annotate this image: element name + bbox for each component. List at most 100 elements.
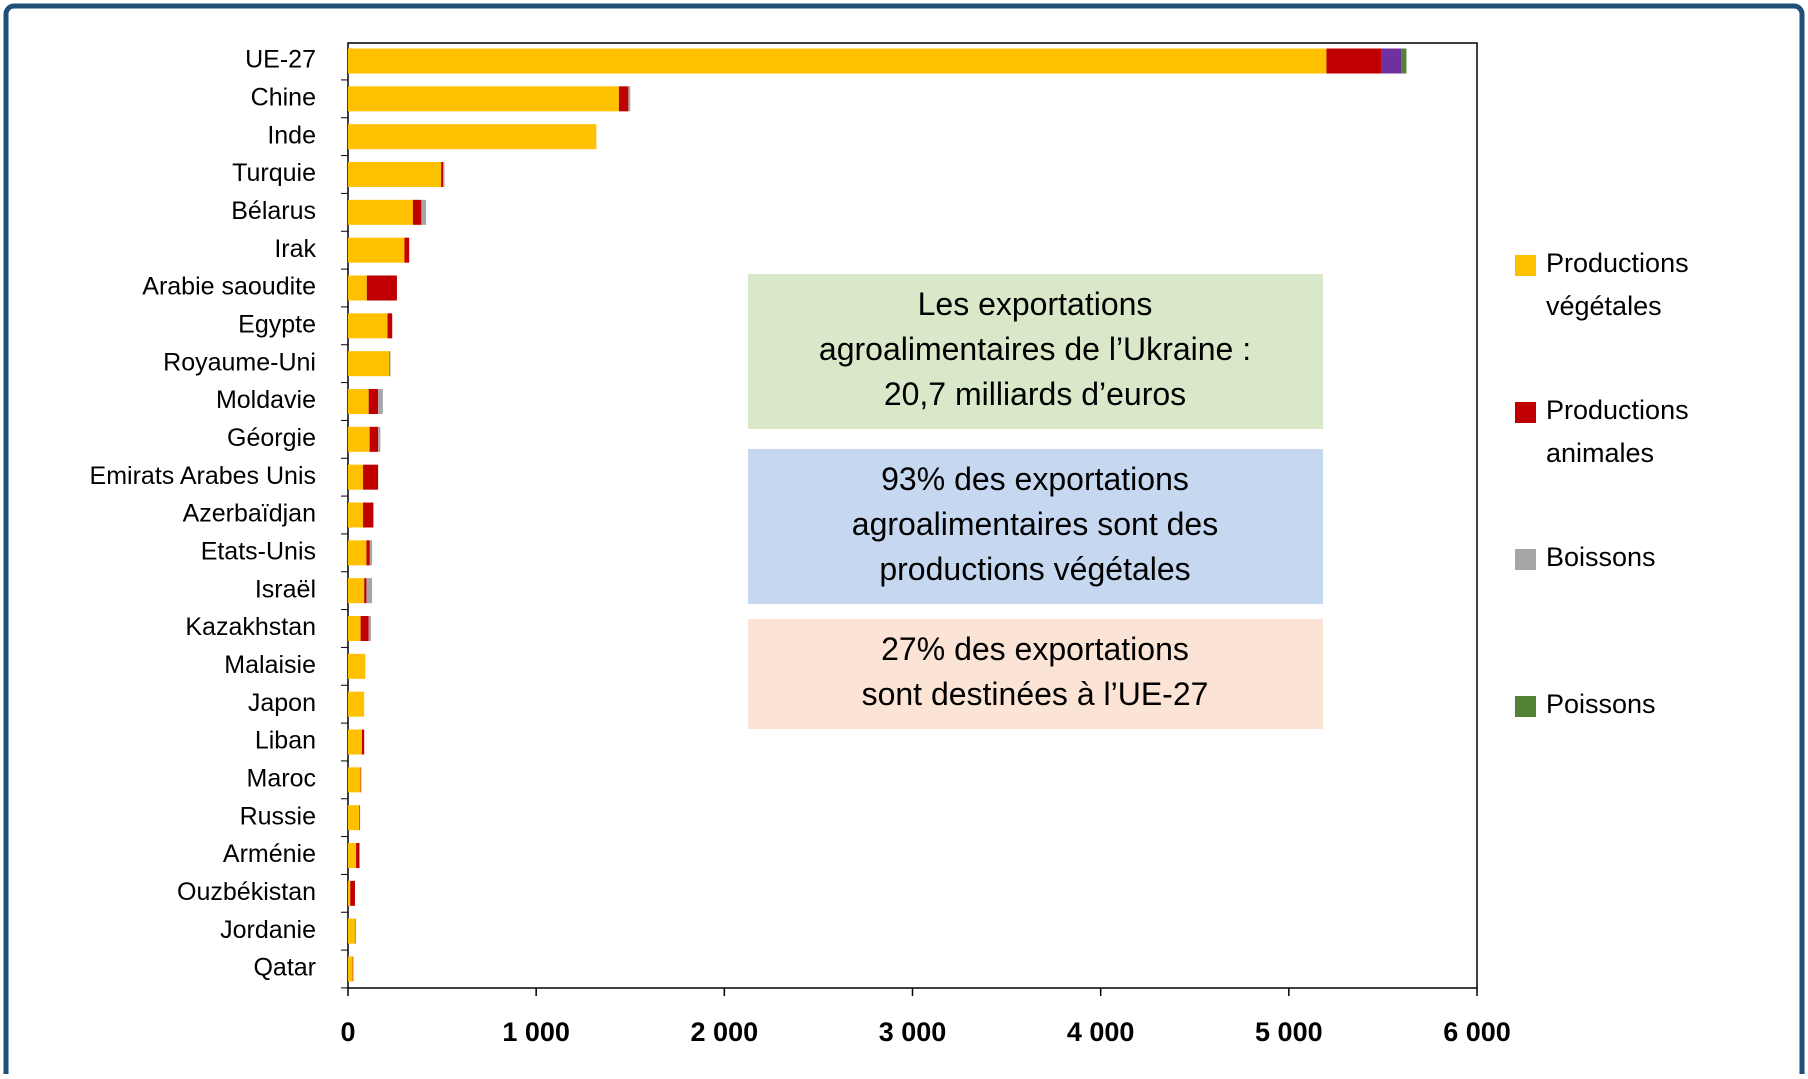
bar-segment	[356, 843, 360, 868]
annotation-text: 93% des exportations	[881, 461, 1189, 497]
bar-segment	[348, 162, 442, 187]
legend-swatch	[1515, 549, 1536, 570]
bar-segment	[360, 616, 369, 641]
bar-segment	[354, 918, 356, 944]
bar-segment	[378, 389, 383, 414]
legend-swatch	[1515, 402, 1536, 423]
bar-segment	[443, 162, 445, 187]
y-tick-label: Turquie	[232, 159, 316, 187]
y-tick-label: Maroc	[247, 764, 316, 792]
y-tick-label: Egypte	[238, 310, 316, 338]
x-tick-label: 3 000	[879, 1017, 947, 1047]
bar-segment	[363, 464, 379, 490]
bar-segment	[348, 918, 355, 944]
bar-segment	[348, 578, 365, 604]
legend-swatch	[1515, 255, 1536, 276]
y-tick-label: Azerbaïdjan	[183, 500, 316, 528]
bar-segment	[350, 880, 355, 906]
y-tick-label: Arabie saoudite	[142, 273, 316, 301]
annotation-text: sont destinées à l’UE-27	[862, 676, 1209, 712]
bar-segment	[348, 86, 619, 112]
y-tick-label: Qatar	[253, 954, 316, 982]
y-tick-label: Inde	[267, 121, 316, 149]
bar-segment	[360, 767, 362, 793]
y-tick-label: Liban	[255, 727, 316, 755]
annotation-box	[748, 449, 1323, 604]
x-tick-label: 5 000	[1255, 1017, 1323, 1047]
x-tick-label: 0	[340, 1017, 355, 1047]
bar-segment	[348, 843, 357, 868]
bar-segment	[441, 162, 444, 187]
bar-segment	[378, 426, 381, 452]
legend-label: Productions	[1546, 248, 1689, 278]
y-tick-label: Royaume-Uni	[163, 348, 316, 376]
legend-label: Boissons	[1546, 542, 1656, 572]
bar-segment	[368, 616, 371, 641]
bar-segment	[348, 237, 405, 263]
y-tick-label: Kazakhstan	[185, 613, 316, 641]
bar-segment	[412, 199, 422, 225]
bar-segment	[348, 275, 367, 301]
bar-segment	[1401, 48, 1407, 74]
annotation-text: 20,7 milliards d’euros	[884, 376, 1186, 412]
y-tick-label: Malaisie	[224, 651, 316, 679]
bar-segment	[348, 351, 390, 377]
bar-segment	[352, 956, 354, 982]
y-tick-label: Géorgie	[227, 424, 316, 452]
y-tick-label: Etats-Unis	[201, 537, 316, 565]
legend-label: végétales	[1546, 291, 1662, 321]
x-tick-label: 4 000	[1067, 1017, 1135, 1047]
x-tick-label: 2 000	[691, 1017, 759, 1047]
bar-segment	[348, 767, 361, 793]
bar-segment	[1381, 48, 1402, 74]
bar-segment	[348, 691, 365, 717]
bar-segment	[363, 502, 374, 528]
y-tick-label: Emirats Arabes Unis	[90, 462, 316, 490]
bar-segment	[368, 389, 379, 414]
y-tick-label: Chine	[251, 83, 316, 111]
annotation-text: 27% des exportations	[881, 631, 1189, 667]
y-tick-label: Ouzbékistan	[177, 878, 316, 906]
legend-label: Productions	[1546, 395, 1689, 425]
legend-swatch	[1515, 696, 1536, 717]
bar-segment	[361, 729, 365, 755]
bar-segment	[348, 880, 351, 906]
legend-label: animales	[1546, 438, 1654, 468]
bar-segment	[348, 389, 369, 414]
y-tick-label: Russie	[240, 802, 316, 830]
bar-segment	[421, 199, 427, 225]
annotation-box	[748, 274, 1323, 429]
frame	[3, 3, 1805, 1079]
bar-segment	[618, 86, 629, 112]
bar-segment	[348, 502, 364, 528]
y-tick-label: Jordanie	[220, 916, 316, 944]
bar-segment	[1326, 48, 1382, 74]
bar-segment	[359, 805, 361, 831]
bar-segment	[366, 578, 373, 604]
bar-segment	[628, 86, 631, 112]
x-tick-label: 6 000	[1443, 1017, 1511, 1047]
bar-segment	[348, 199, 413, 225]
bar-segment	[348, 48, 1327, 74]
bar-segment	[404, 237, 410, 263]
y-tick-label: Israël	[255, 575, 316, 603]
bar-segment	[348, 956, 353, 982]
annotation-text: Les exportations	[918, 286, 1153, 322]
y-tick-label: Arménie	[223, 840, 316, 868]
bar-segment	[348, 653, 366, 679]
legend-label: Poissons	[1546, 689, 1656, 719]
bar-segment	[348, 805, 360, 831]
bar-segment	[389, 351, 391, 377]
bar-segment	[348, 124, 597, 150]
bar-segment	[387, 313, 393, 339]
bar-segment	[364, 578, 367, 604]
annotation-text: productions végétales	[879, 551, 1190, 587]
y-tick-label: UE-27	[245, 46, 316, 74]
y-tick-label: Irak	[274, 235, 316, 263]
bar-segment	[348, 540, 367, 566]
x-tick-label: 1 000	[502, 1017, 570, 1047]
bar-segment	[348, 616, 361, 641]
y-tick-label: Bélarus	[231, 197, 316, 225]
bar-segment	[348, 426, 370, 452]
